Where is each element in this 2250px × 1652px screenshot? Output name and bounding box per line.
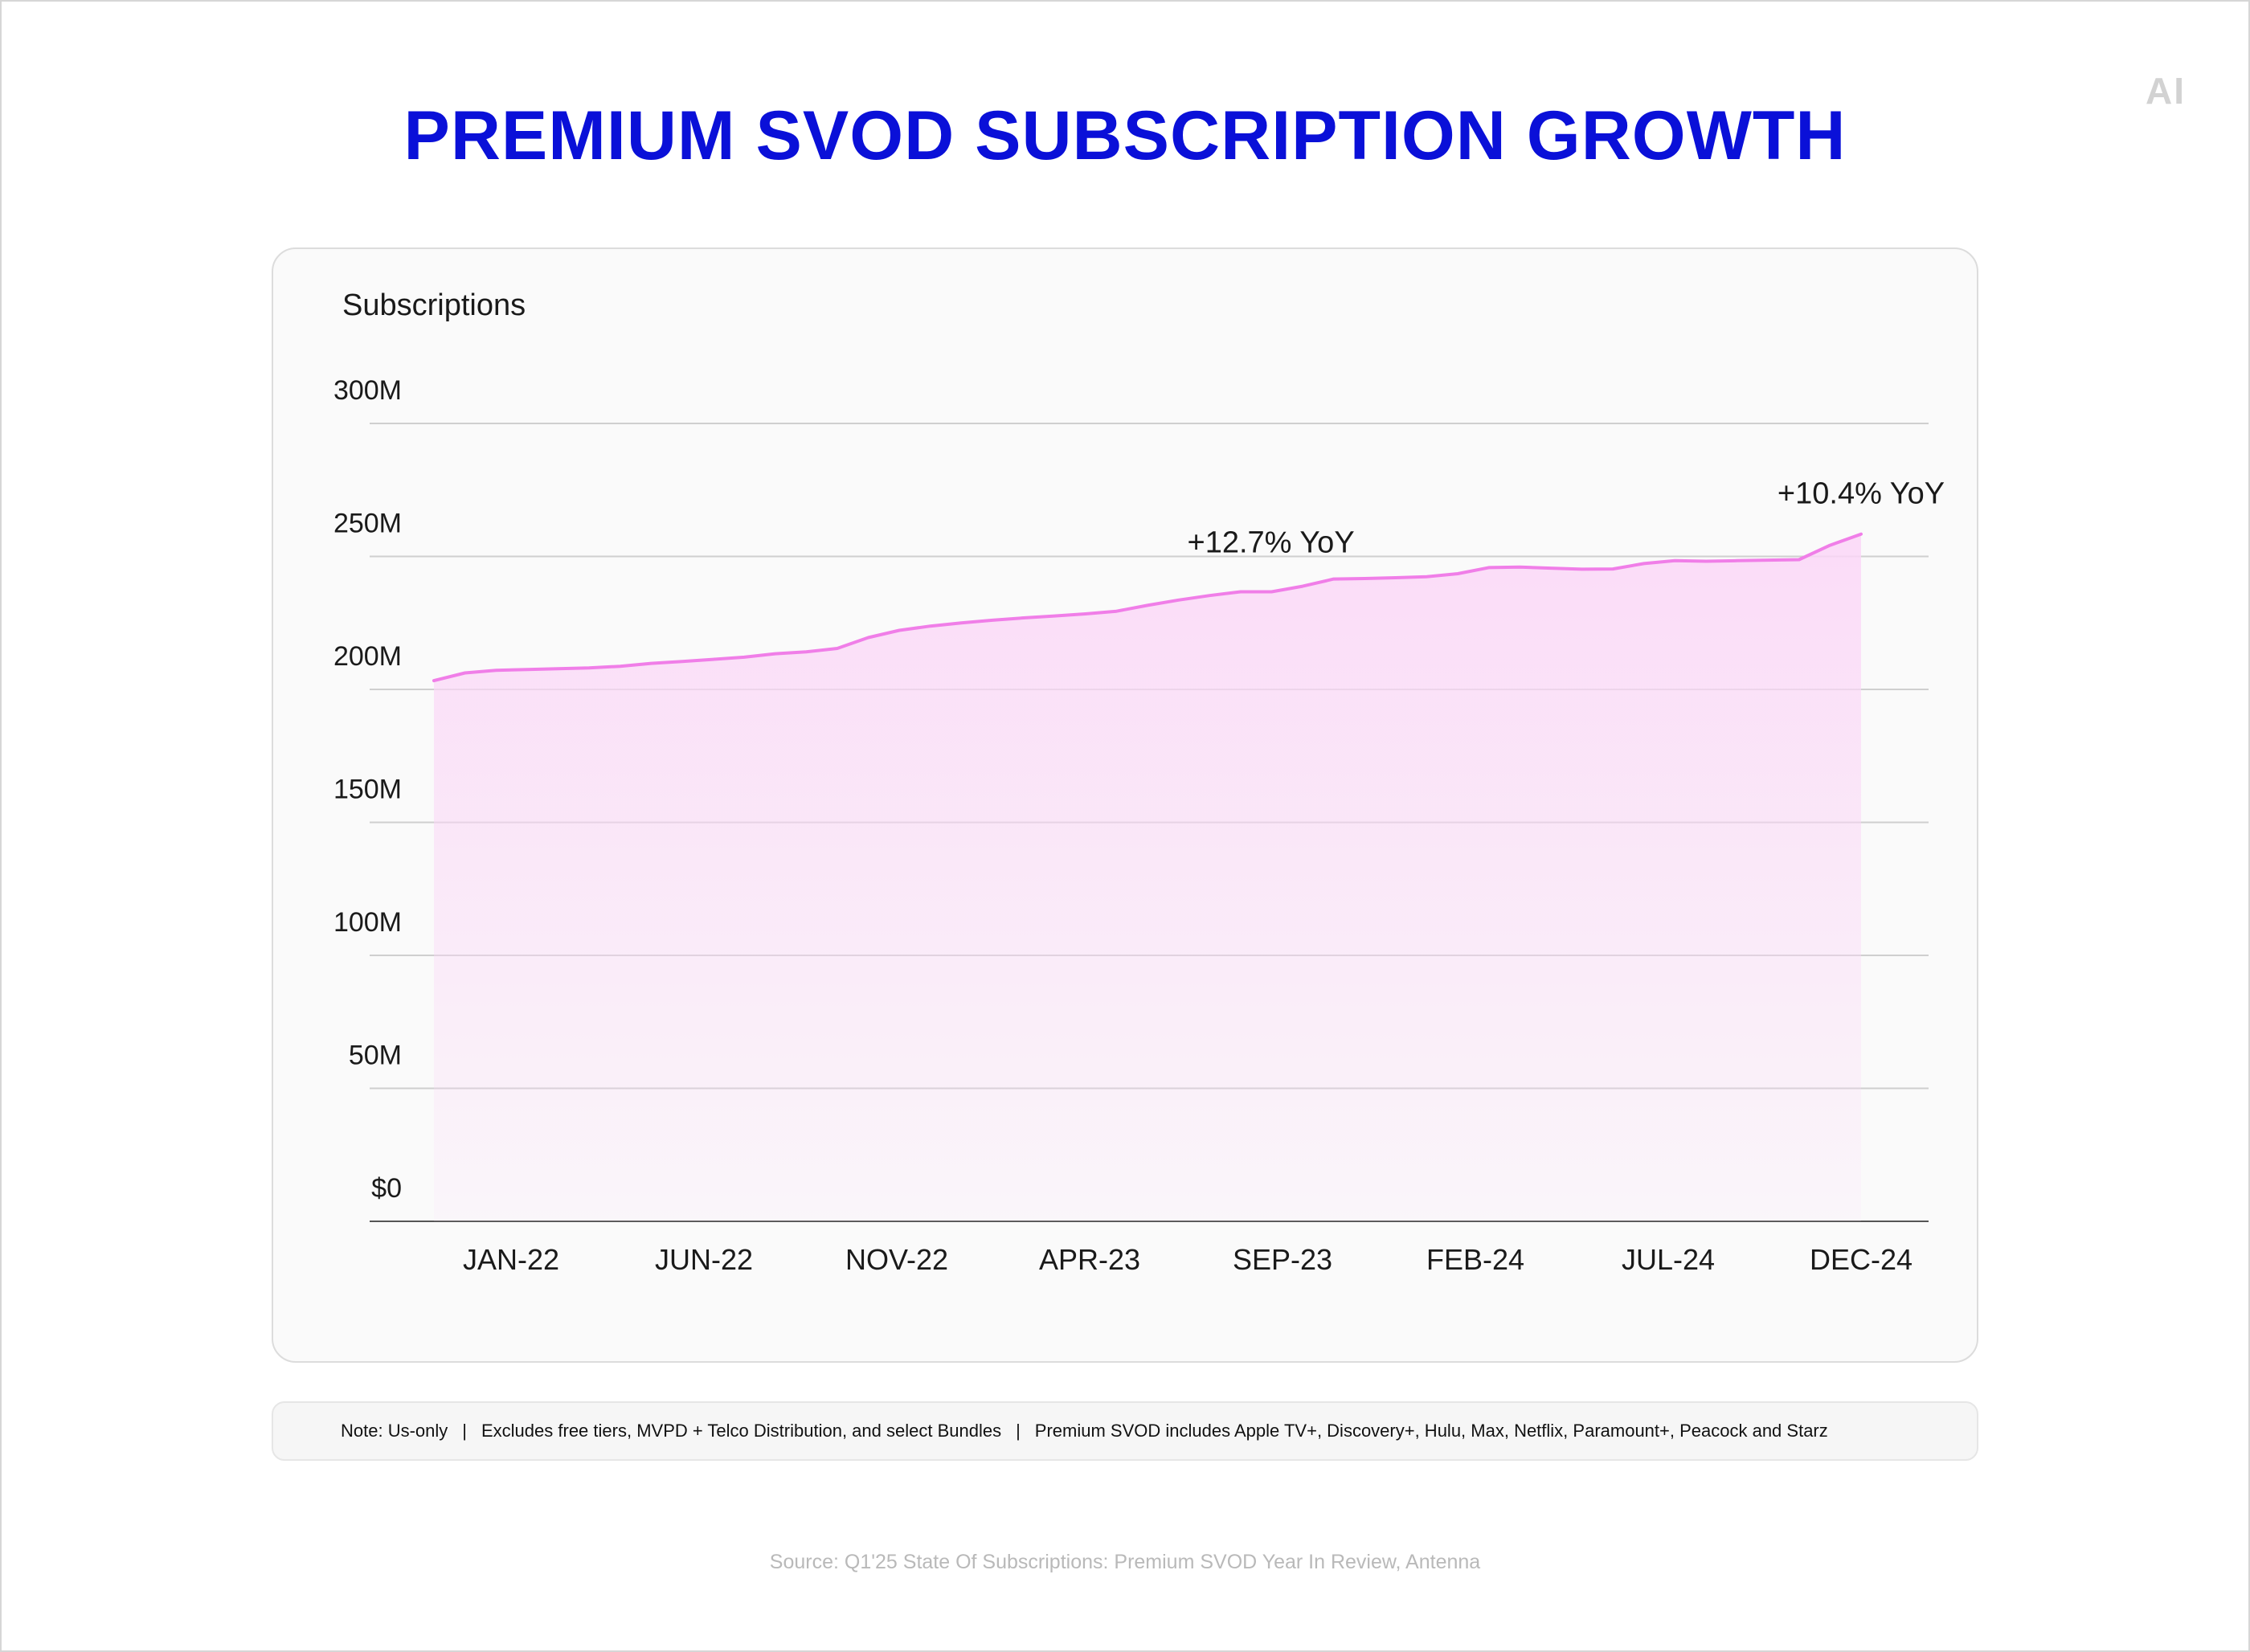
note-separator: |: [1016, 1421, 1021, 1441]
x-tick-label: NOV-22: [845, 1243, 948, 1276]
note-scope: Note: Us-only: [341, 1421, 448, 1441]
chart-card: Subscriptions $0 50M 100M 150M 200M 250M 300M JA…: [272, 247, 1978, 1363]
brand-logo: AI: [2146, 70, 2186, 112]
series-line: [432, 532, 1863, 683]
x-tick-label: JUN-22: [655, 1243, 753, 1276]
y-tick-label: 100M: [333, 907, 402, 938]
x-tick-label: JUL-24: [1622, 1243, 1715, 1276]
x-tick-label: APR-23: [1039, 1243, 1140, 1276]
series-area: [434, 534, 1861, 1221]
yoy-annotation: +12.7% YoY: [1188, 526, 1355, 560]
page-title: PREMIUM SVOD SUBSCRIPTION GROWTH: [403, 97, 1847, 174]
y-tick-label: 150M: [333, 775, 402, 805]
source-credit: Source: Q1'25 State Of Subscriptions: Pr…: [769, 1551, 1481, 1573]
y-tick-label: 250M: [333, 509, 402, 539]
note-exclusions: Excludes free tiers, MVPD + Telco Distri…: [481, 1421, 1002, 1441]
x-tick-label: DEC-24: [1810, 1243, 1912, 1276]
y-tick-label: $0: [371, 1173, 402, 1204]
y-tick-label: 200M: [333, 641, 402, 672]
y-tick-label: 50M: [349, 1041, 402, 1071]
yoy-annotation: +10.4% YoY: [1778, 477, 1945, 511]
footnote-bar: Note: Us-only | Excludes free tiers, MVP…: [272, 1401, 1978, 1461]
x-tick-label: JAN-22: [463, 1243, 559, 1276]
note-services: Premium SVOD includes Apple TV+, Discove…: [1034, 1421, 1828, 1441]
chart-svg: Subscriptions $0 50M 100M 150M 200M 250M 300M JA…: [333, 288, 1945, 1276]
y-axis-title: Subscriptions: [342, 288, 526, 322]
y-tick-label: 300M: [333, 375, 402, 406]
note-separator: |: [462, 1421, 467, 1441]
x-tick-label: SEP-23: [1233, 1243, 1332, 1276]
x-tick-label: FEB-24: [1426, 1243, 1524, 1276]
